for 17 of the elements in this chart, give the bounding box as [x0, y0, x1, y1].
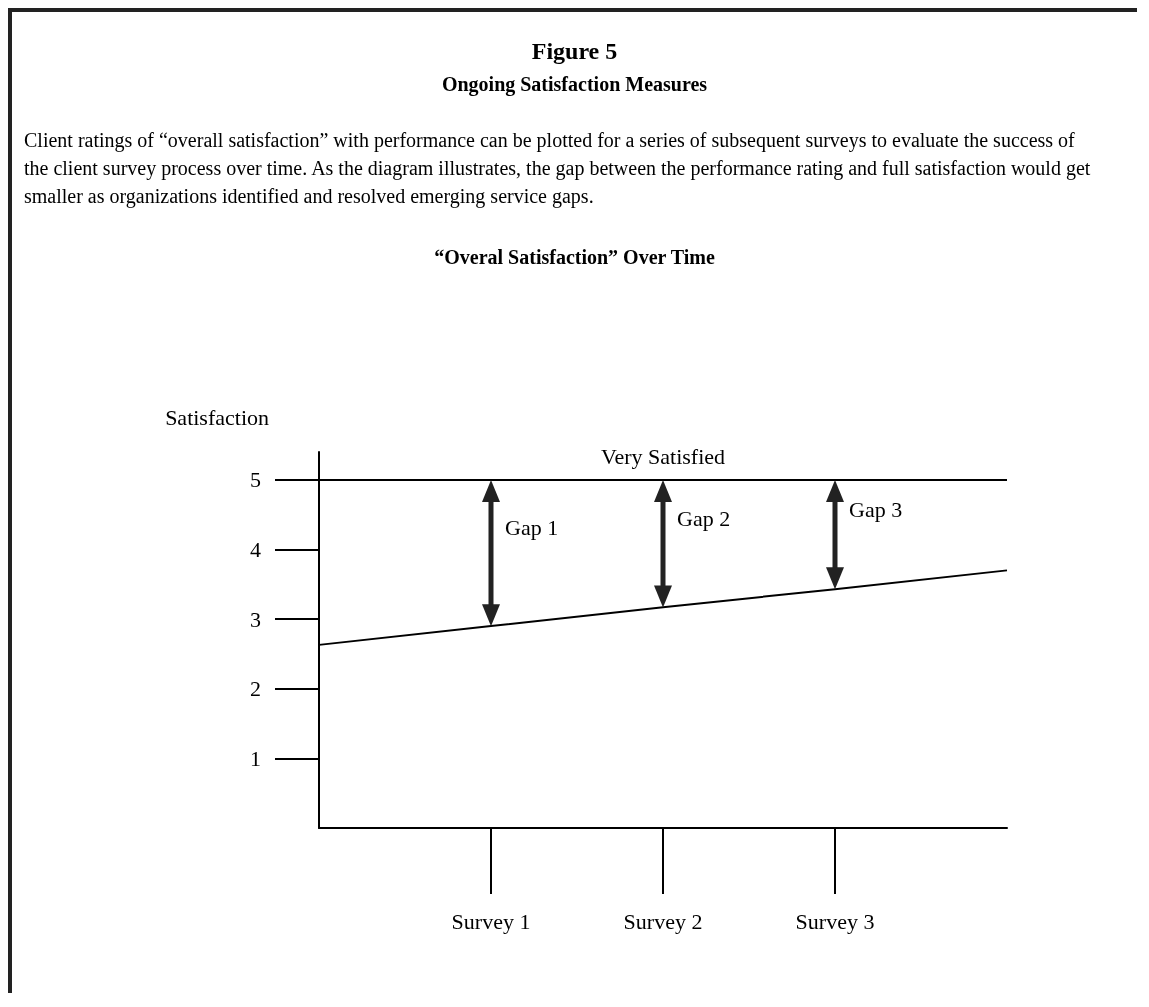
y-tick-label: 5: [250, 467, 261, 493]
annotation: Gap 3: [849, 496, 903, 522]
annotation: Gap 1: [505, 515, 559, 541]
y-tick-label: 3: [250, 606, 261, 632]
x-tick-label: Survey 1: [451, 908, 531, 934]
text: “Overal Satisfaction” Over Time: [433, 246, 716, 269]
chart-title: Figure 5: [530, 38, 619, 65]
y-tick-label: 4: [250, 536, 261, 562]
ref-line-label: Very Satisfied: [600, 444, 726, 470]
chart-subtitle: Ongoing Satisfaction Measures: [440, 73, 709, 96]
y-tick-label: 2: [250, 676, 261, 702]
annotation: Gap 2: [677, 505, 731, 531]
x-tick-label: Survey 3: [795, 908, 875, 934]
y-tick-label: 1: [250, 745, 261, 771]
y-axis-title: Satisfaction: [165, 404, 269, 430]
x-tick-label: Survey 2: [623, 908, 703, 934]
text: Client ratings of “overall satisfaction” with performance can be plotted for a series of subsequent surveys to evaluate the success of the client survey process over time. As the diagram illustrates, the gap between the performance rating and full satisfaction would get smaller as organizations identified and resolved emerging service gaps.: [24, 128, 1092, 210]
